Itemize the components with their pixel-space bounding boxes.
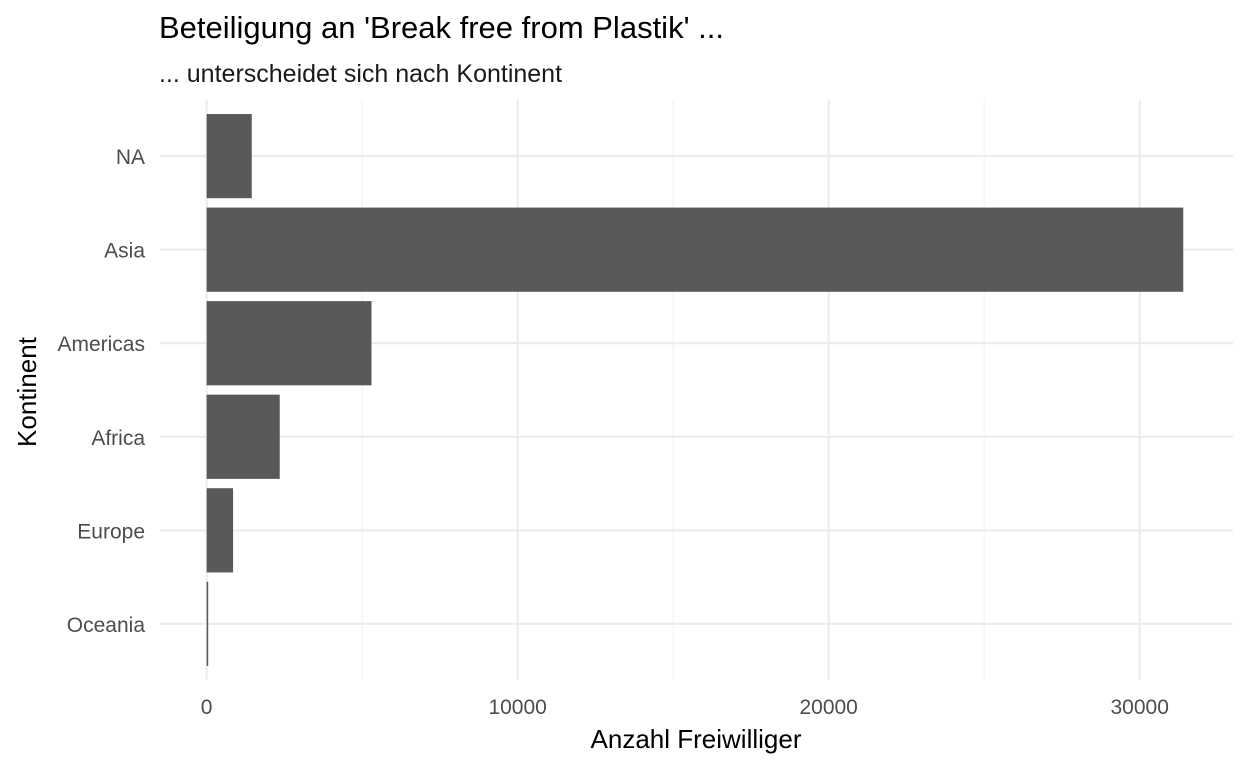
- y-tick-label: NA: [116, 146, 145, 169]
- x-tick-labels: 0 10000 20000 30000: [201, 696, 1169, 719]
- chart-title: Beteiligung an 'Break free from Plastik'…: [159, 10, 724, 45]
- bar-africa: [206, 394, 280, 479]
- x-tick-label: 20000: [799, 696, 857, 719]
- y-tick-label: Asia: [104, 240, 145, 263]
- x-tick-label: 0: [201, 696, 213, 719]
- y-tick-label: Africa: [91, 427, 145, 450]
- bar-asia: [206, 207, 1184, 292]
- y-tick-labels: NA Asia Americas Africa Europe Oceania: [57, 146, 145, 637]
- bar-na: [206, 114, 252, 199]
- x-tick-label: 30000: [1110, 696, 1168, 719]
- chart-subtitle: ... unterscheidet sich nach Kontinent: [159, 60, 563, 88]
- x-tick-label: 10000: [488, 696, 546, 719]
- bar-oceania: [206, 581, 209, 666]
- y-axis-title: Kontinent: [12, 336, 42, 447]
- bars: [206, 114, 1184, 666]
- grid-lines: [160, 100, 1233, 680]
- y-tick-label: Europe: [77, 520, 145, 543]
- x-axis-title: Anzahl Freiwilliger: [591, 724, 802, 754]
- bar-europe: [206, 488, 234, 573]
- y-tick-label: Oceania: [67, 614, 146, 637]
- bar-americas: [206, 301, 372, 386]
- y-tick-label: Americas: [57, 333, 145, 356]
